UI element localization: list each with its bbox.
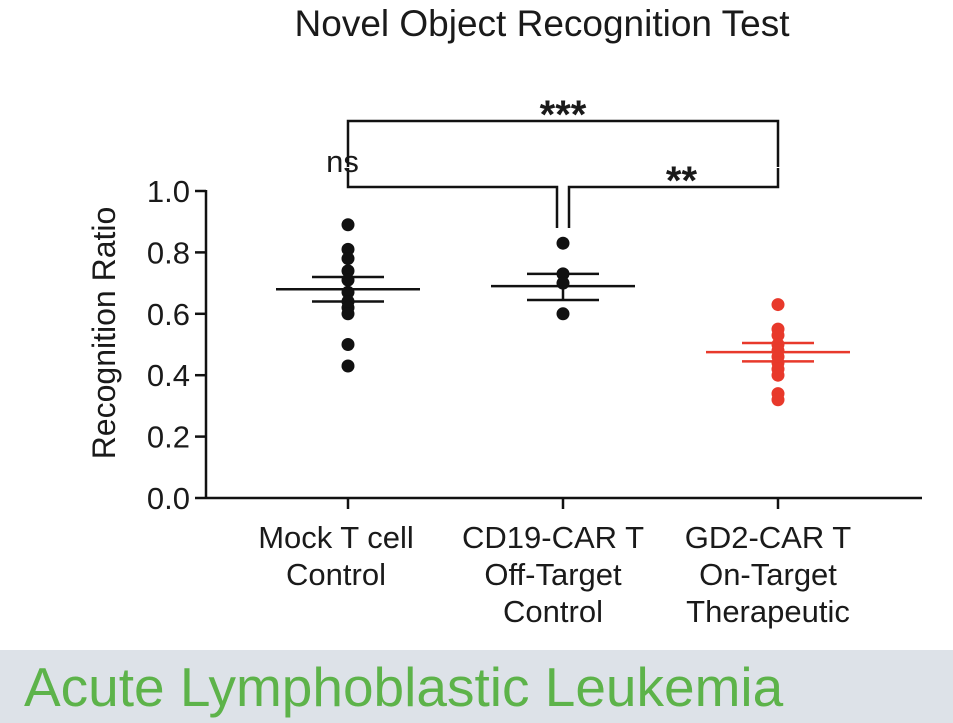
x-tick-label: CD19-CAR T [462,520,644,555]
chart: Novel Object Recognition Test Recognitio… [86,3,922,629]
x-tick-label: Therapeutic [686,594,850,629]
significance-label: *** [540,93,587,137]
x-tick-label: On-Target [699,557,837,592]
significance-bracket [567,168,780,228]
data-point [771,368,785,382]
data-point [341,264,355,278]
data-point [341,242,355,256]
data-point [556,236,570,250]
x-tick-label: Off-Target [484,557,622,592]
data-point [341,338,355,351]
disease-banner: Acute Lymphoblastic Leukemia [0,650,953,723]
significance-bracket [346,168,559,228]
data-point [556,307,570,321]
data-point [771,328,785,342]
data-point [341,218,355,232]
data-point [556,276,570,290]
data-point [341,285,355,299]
y-tick-label: 0.8 [147,235,190,270]
data-point [771,393,785,407]
data-point [341,307,355,321]
significance-bracket [346,119,780,167]
x-tick-label: Mock T cell [258,520,414,555]
chart-title: Novel Object Recognition Test [295,3,791,44]
y-tick-label: 0.6 [147,297,190,332]
data-point [771,298,785,312]
significance-label: ns [326,144,359,179]
data-point [556,267,570,281]
y-tick-label: 0.2 [147,420,190,455]
y-tick-label: 0.0 [147,481,190,516]
y-tick-label: 0.4 [147,358,190,393]
y-tick-label: 1.0 [147,174,190,209]
significance-label: ** [666,159,698,203]
x-tick-label: Control [286,557,386,592]
x-tick-label: Control [503,594,603,629]
y-axis-label: Recognition Ratio [86,207,122,460]
data-point [341,252,355,266]
data-point [341,359,355,373]
data-point [341,273,355,287]
banner-title: Acute Lymphoblastic Leukemia [24,656,784,718]
x-tick-label: GD2-CAR T [685,520,852,555]
